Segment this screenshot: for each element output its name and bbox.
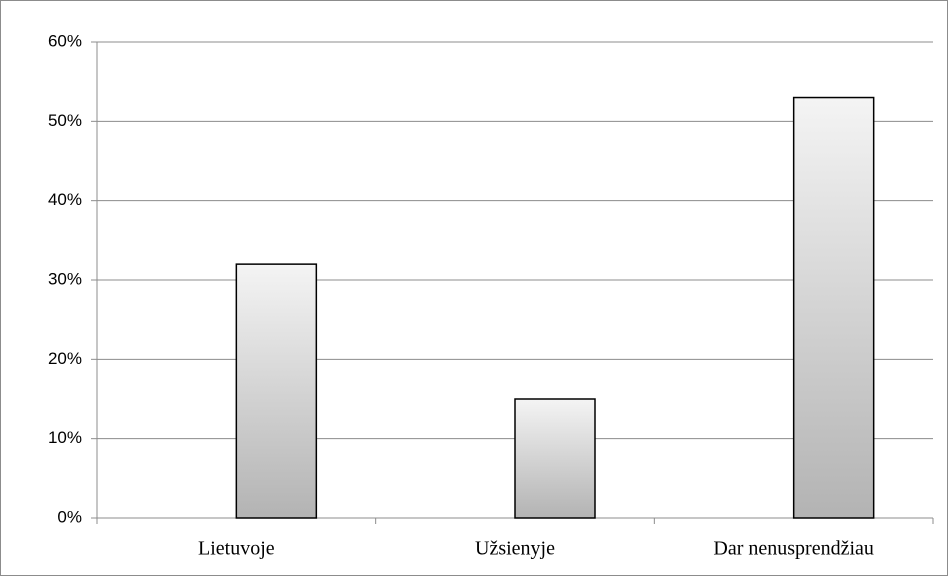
bar <box>235 263 318 519</box>
x-tick-label: Dar nenusprendžiau <box>713 538 874 560</box>
bar <box>514 398 596 519</box>
y-tick-label: 60% <box>48 31 82 50</box>
x-tick-label: Lietuvoje <box>198 538 275 560</box>
y-tick-label: 0% <box>57 507 82 526</box>
y-tick-label: 30% <box>48 269 82 288</box>
y-tick-label: 40% <box>48 190 82 209</box>
bar <box>792 96 875 519</box>
y-tick-label: 50% <box>48 111 82 130</box>
x-tick-label: Užsienyje <box>475 538 555 560</box>
y-tick-label: 10% <box>48 428 82 447</box>
y-tick-label: 20% <box>48 349 82 368</box>
